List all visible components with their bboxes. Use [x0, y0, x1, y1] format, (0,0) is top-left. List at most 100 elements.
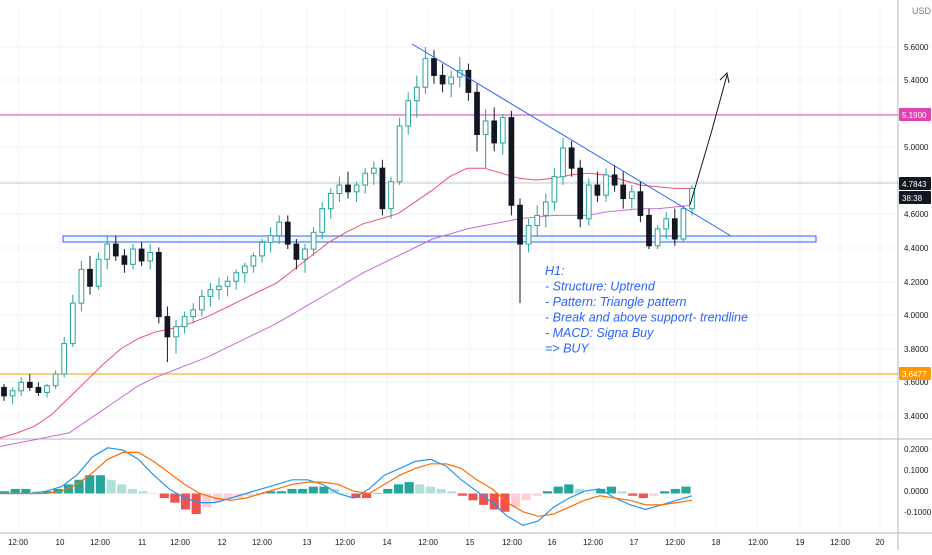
macd-histogram-bar [117, 484, 127, 494]
candle [431, 50, 437, 84]
macd-histogram-bar [372, 493, 382, 494]
drawings[interactable] [411, 43, 732, 237]
candle-body [620, 184, 627, 200]
candle-body [319, 208, 326, 233]
time-tick-label: 11 [138, 538, 147, 547]
macd-histogram-bar [500, 493, 510, 512]
macd-histogram-bar [553, 486, 563, 494]
price-badge: 3.6477 [899, 367, 931, 380]
candle [319, 201, 326, 240]
candle-body [336, 184, 343, 194]
candle-body [534, 214, 541, 227]
candle [147, 244, 154, 270]
candle-body [680, 208, 687, 240]
time-tick-label: 12 [218, 538, 227, 547]
candle [534, 205, 541, 236]
candle-body [603, 174, 609, 196]
macd-histogram-bar [564, 484, 574, 494]
candle [78, 260, 85, 312]
price-badge-value: 3.6477 [902, 370, 927, 379]
annotation-line: - Pattern: Triangle pattern [545, 295, 687, 309]
candle [155, 247, 162, 324]
macd-panel[interactable] [0, 447, 693, 527]
macd-histogram-bar [393, 484, 404, 494]
candle [302, 244, 308, 273]
macd-histogram-bar [670, 488, 680, 494]
time-tick-label: 12:00 [170, 538, 191, 547]
macd-tick-label: 0.2000 [904, 445, 929, 454]
candle-body [259, 241, 265, 257]
macd-histogram-bar [149, 493, 159, 494]
candle-body [224, 280, 231, 287]
macd-histogram-bar [95, 475, 105, 494]
annotation-line: => BUY [545, 342, 590, 356]
macd-histogram-bar [660, 491, 670, 494]
candle-body [327, 192, 334, 210]
macd-histogram-bar [340, 493, 350, 494]
macd-histogram-bar [606, 486, 616, 494]
axes[interactable]: 5.60005.40005.20005.00004.80004.60004.40… [8, 43, 932, 547]
candle [233, 269, 240, 290]
candle-body [138, 248, 145, 262]
candle-body [112, 243, 119, 257]
candle [603, 168, 609, 202]
candle [44, 384, 50, 398]
macd-histogram-bar [457, 493, 467, 496]
candle-body [155, 252, 162, 318]
candle [491, 107, 498, 152]
price-tick-label: 3.6000 [904, 378, 929, 387]
countdown-badge-bg [899, 191, 931, 204]
analysis-annotation[interactable]: H1: - Structure: Uptrend- Pattern: Triang… [545, 264, 748, 356]
price-tick-label: 4.6000 [904, 210, 929, 219]
candle-body [465, 69, 472, 93]
annotation-line: H1: [545, 264, 564, 278]
candle-body [577, 167, 584, 220]
candle-body [181, 316, 188, 328]
candle-body [362, 172, 369, 186]
candle [9, 387, 16, 405]
candle-body [422, 58, 429, 88]
candle-body [439, 74, 446, 85]
candle-body [405, 100, 412, 127]
macd-histogram-bar [202, 493, 212, 508]
candle-body [517, 204, 523, 245]
horizontal-levels[interactable] [0, 114, 898, 375]
candle [26, 373, 33, 391]
candle [448, 70, 455, 98]
candle [654, 225, 661, 250]
candle [370, 161, 377, 186]
candle [121, 249, 128, 273]
candle [112, 235, 119, 261]
candle-body [147, 252, 154, 262]
candle-body [164, 316, 171, 338]
price-badge: 5.1900 [899, 108, 931, 121]
candle [267, 227, 274, 253]
time-tick-label: 19 [796, 538, 805, 547]
candle [293, 239, 300, 270]
candle [61, 336, 68, 378]
candle-body [9, 390, 16, 397]
time-tick-label: 18 [712, 538, 721, 547]
moving-averages [0, 167, 693, 447]
candle-body [233, 272, 240, 282]
macd-histogram-bar [10, 488, 20, 494]
candle [190, 303, 197, 324]
candle-body [654, 228, 661, 247]
support-zone-layer[interactable] [62, 235, 817, 243]
candle-body [542, 201, 549, 216]
candle-body [396, 125, 403, 183]
price-tick-label: 3.8000 [904, 345, 929, 354]
macd-histogram-bar [585, 493, 595, 494]
candle-body [95, 258, 102, 287]
price-badge-value: 5.1900 [902, 111, 927, 120]
macd-histogram-bar [511, 493, 521, 508]
candle [173, 319, 179, 354]
candle-body [413, 86, 420, 102]
annotation-line: - Break and above support- trendline [545, 311, 748, 325]
macd-histogram-bar [649, 493, 659, 496]
candlesticks[interactable] [1, 46, 695, 405]
macd-histogram-bar [415, 484, 425, 494]
candle-body [130, 248, 136, 265]
